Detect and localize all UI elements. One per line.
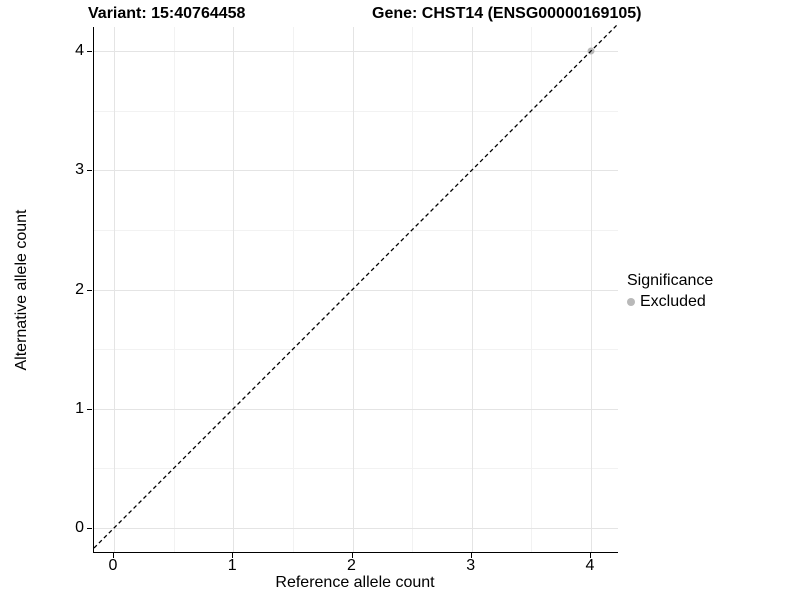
x-tick-mark <box>470 553 472 558</box>
legend-point-icon <box>627 297 635 306</box>
gridline-major-y <box>94 51 618 52</box>
legend: Significance Excluded <box>627 271 713 311</box>
gridline-major-y <box>94 408 618 410</box>
scatter-layer <box>93 23 619 549</box>
y-tick-label: 1 <box>75 399 84 417</box>
y-tick-label: 3 <box>75 161 84 179</box>
x-tick-label: 1 <box>227 557 237 574</box>
x-tick-mark <box>351 553 353 558</box>
x-tick-label: 0 <box>108 557 118 574</box>
legend-entry-excluded: Excluded <box>627 292 713 311</box>
x-tick-mark <box>232 553 234 558</box>
gridline-major-y <box>94 170 618 172</box>
x-tick-mark <box>113 553 114 558</box>
y-tick-mark <box>87 528 92 529</box>
plot-title-gene: Gene: CHST14 (ENSG00000169105) <box>372 5 642 22</box>
x-tick-mark <box>590 553 591 558</box>
identity-dashed-line <box>93 23 619 549</box>
x-tick-label: 2 <box>347 557 356 574</box>
gridline-minor-y <box>94 349 618 351</box>
gridline-major-y <box>94 528 618 529</box>
y-tick-label: 2 <box>75 280 84 298</box>
x-tick-label: 4 <box>585 557 595 574</box>
gridline-minor-y <box>94 468 618 470</box>
gridline-minor-y <box>94 110 618 112</box>
gridline-major-y <box>94 289 618 291</box>
y-tick-label: 4 <box>75 42 84 59</box>
y-tick-mark <box>87 51 92 52</box>
y-tick-mark <box>87 408 92 410</box>
y-axis-title: Alternative allele count <box>13 209 30 371</box>
x-axis-title-text: Reference allele count <box>275 574 435 591</box>
y-tick-mark <box>87 289 92 291</box>
gridline-minor-y <box>94 229 618 231</box>
x-tick-label: 3 <box>466 557 476 574</box>
plot-title-variant: Variant: 15:40764458 <box>88 5 246 22</box>
legend-title: Significance <box>627 272 714 289</box>
y-tick-label: 0 <box>75 519 84 536</box>
y-tick-mark <box>87 170 92 172</box>
plot-panel <box>93 23 619 553</box>
legend-entry-label: Excluded <box>640 293 706 310</box>
